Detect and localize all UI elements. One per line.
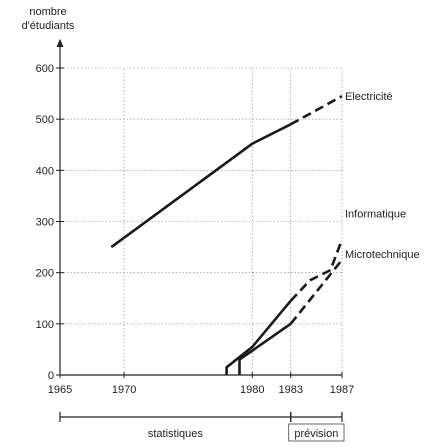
series-line-forecast-2 bbox=[289, 259, 344, 325]
period-box-forecast bbox=[288, 423, 345, 442]
series-line-actual-1 bbox=[225, 299, 292, 375]
series-line-forecast-1 bbox=[289, 238, 344, 302]
y-axis-title-line2: d'étudiants bbox=[22, 20, 75, 32]
period-label-1: prévision bbox=[294, 428, 338, 440]
grid-lines bbox=[60, 67, 343, 375]
period-brackets: statistiques prévision bbox=[59, 412, 345, 442]
series-line-forecast-0 bbox=[290, 94, 343, 126]
y-tick-label-300: 300 bbox=[36, 217, 54, 229]
y-tick-label-400: 400 bbox=[36, 165, 54, 177]
series-label-2: Microtechnique bbox=[345, 249, 420, 261]
series-label-0: Electricité bbox=[345, 91, 393, 103]
x-tick-label-1970: 1970 bbox=[112, 384, 136, 396]
y-tick-label-600: 600 bbox=[36, 63, 54, 75]
series-line-actual-2 bbox=[238, 322, 292, 375]
x-tick-label-1980: 1980 bbox=[240, 384, 264, 396]
y-tick-label-0: 0 bbox=[48, 370, 54, 382]
y-tick-label-200: 200 bbox=[36, 268, 54, 280]
period-label-0: statistiques bbox=[148, 428, 204, 440]
series-labels: Electricité Informatique Microtechnique bbox=[345, 91, 420, 261]
x-tick-label-1983: 1983 bbox=[278, 384, 302, 396]
series-label-1: Informatique bbox=[345, 208, 406, 220]
x-tick-label-1987: 1987 bbox=[330, 384, 354, 396]
series-line-actual-0 bbox=[110, 123, 292, 249]
y-tick-label-500: 500 bbox=[36, 114, 54, 126]
tick-labels: 0 100 200 300 400 500 600 1965 1970 1980 1983 1987 bbox=[36, 63, 355, 396]
axes bbox=[56, 38, 343, 378]
x-tick-label-1965: 1965 bbox=[48, 384, 72, 396]
data-series bbox=[110, 94, 344, 375]
y-tick-label-100: 100 bbox=[36, 319, 54, 331]
y-axis-title-line1: nombre bbox=[29, 6, 66, 18]
